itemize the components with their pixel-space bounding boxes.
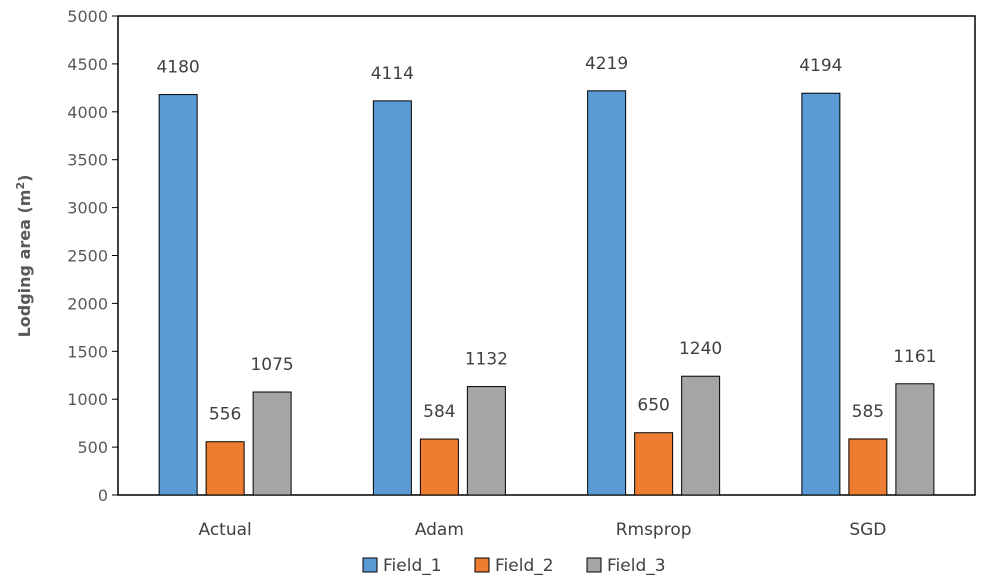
bar-field-1-sgd (801, 92, 841, 496)
bar-field-1-adam (372, 100, 412, 496)
data-label: 4219 (585, 54, 628, 74)
y-tick-label: 2500 (67, 247, 108, 266)
x-category-label: Rmsprop (616, 520, 692, 540)
y-axis-label: Lodging area (m2) (14, 175, 35, 338)
legend-swatch (474, 557, 490, 573)
bar-field-1-actual (158, 94, 198, 496)
legend-swatch (362, 557, 378, 573)
bar-field-2-sgd (848, 438, 888, 496)
y-tick-label: 3000 (67, 199, 108, 218)
data-label: 556 (209, 405, 241, 425)
data-label: 585 (852, 402, 884, 422)
data-label: 4114 (371, 64, 414, 84)
data-label: 4194 (799, 56, 842, 76)
y-tick-label: 1000 (67, 390, 108, 409)
data-label: 4180 (156, 58, 199, 78)
data-label: 1132 (465, 350, 508, 370)
bar-field-3-actual (252, 391, 292, 496)
y-axis-ticks: 0 500 1000 1500 2000 2500 3000 3500 4000 4500 5000 (67, 7, 118, 505)
data-label: 1161 (893, 347, 936, 367)
data-label: 1240 (679, 339, 722, 359)
bar-field-2-adam (419, 438, 459, 496)
x-axis-categories: Actual Adam Rmsprop SGD (198, 520, 886, 540)
y-tick-label: 3500 (67, 151, 108, 170)
bar-field-2-rmsprop (634, 432, 674, 496)
legend: Field_1 Field_2 Field_3 (362, 556, 666, 576)
legend-swatch (586, 557, 602, 573)
bar-field-3-adam (466, 386, 506, 496)
y-tick-label: 5000 (67, 7, 108, 26)
bar-series: 4180 556 1075 4114 584 1132 4219 650 1240 4194 585… (156, 54, 937, 496)
legend-label: Field_1 (383, 556, 442, 576)
bar-field-3-sgd (895, 383, 935, 496)
bar-field-3-rmsprop (681, 375, 721, 496)
bar-field-1-rmsprop (587, 90, 627, 496)
bar-field-2-actual (205, 441, 245, 496)
legend-label: Field_3 (607, 556, 666, 576)
data-label: 650 (637, 396, 669, 416)
y-tick-label: 0 (98, 486, 108, 505)
y-tick-label: 4000 (67, 103, 108, 122)
y-axis-label-superscript: 2 (14, 182, 27, 190)
y-tick-label: 1500 (67, 342, 108, 361)
data-label: 584 (423, 402, 455, 422)
x-category-label: SGD (849, 520, 886, 540)
y-tick-label: 500 (77, 438, 108, 457)
y-tick-label: 2000 (67, 294, 108, 313)
data-label: 1075 (250, 355, 293, 375)
legend-label: Field_2 (495, 556, 554, 576)
x-category-label: Adam (415, 520, 464, 540)
y-tick-label: 4500 (67, 55, 108, 74)
x-category-label: Actual (198, 520, 251, 540)
